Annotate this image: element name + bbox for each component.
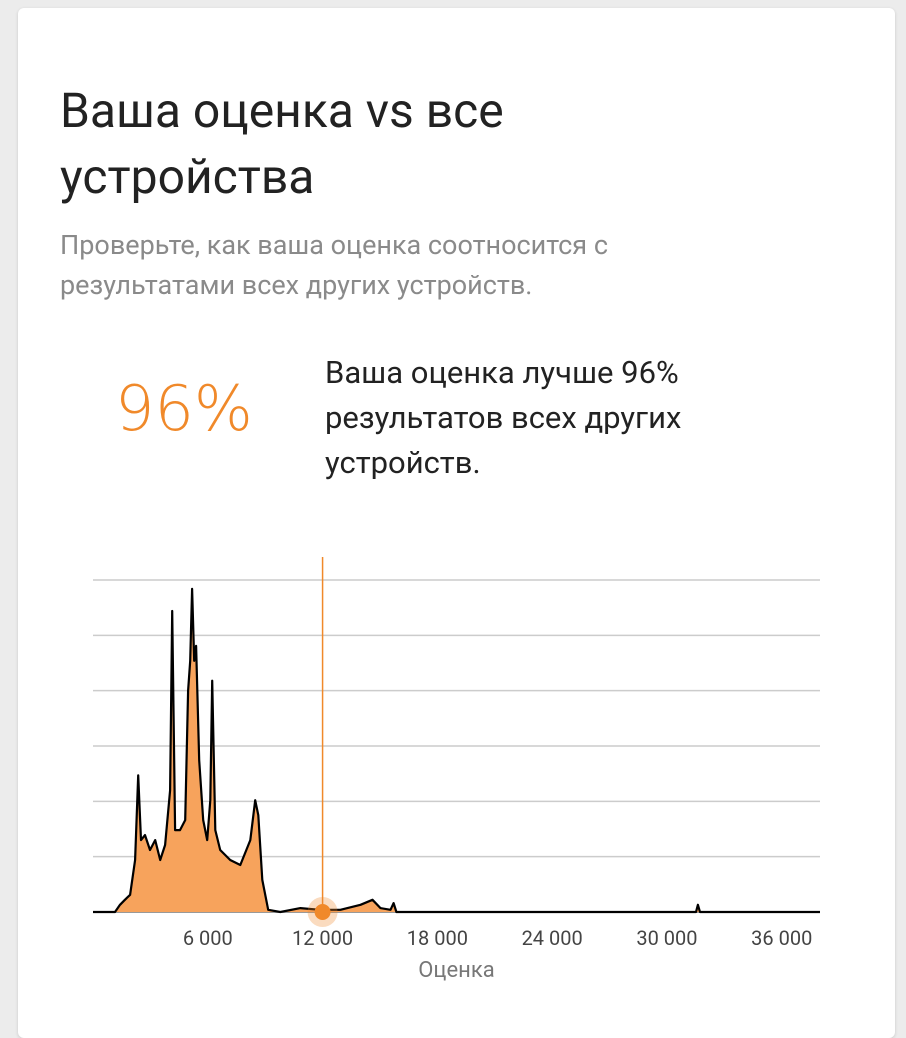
score-percent: 96%	[115, 372, 253, 445]
x-tick-label: 18 000	[407, 926, 468, 950]
x-tick-label: 30 000	[636, 926, 697, 950]
x-tick-label: 12 000	[292, 926, 353, 950]
line	[93, 587, 820, 914]
area	[93, 588, 820, 912]
title: Ваша оценка vs все устройства	[60, 82, 504, 205]
subtitle: Проверьте, как ваша оценка соотносится с…	[60, 229, 608, 301]
x-tick-label: 6 000	[183, 926, 233, 950]
x-tick-label: 24 000	[522, 926, 583, 950]
x-axis-label: Оценка	[418, 958, 494, 983]
score-marker-dot	[314, 904, 331, 920]
x-tick-label: 36 000	[751, 926, 812, 950]
score-text: Ваша оценка лучше 96% результатов всех д…	[325, 354, 682, 481]
